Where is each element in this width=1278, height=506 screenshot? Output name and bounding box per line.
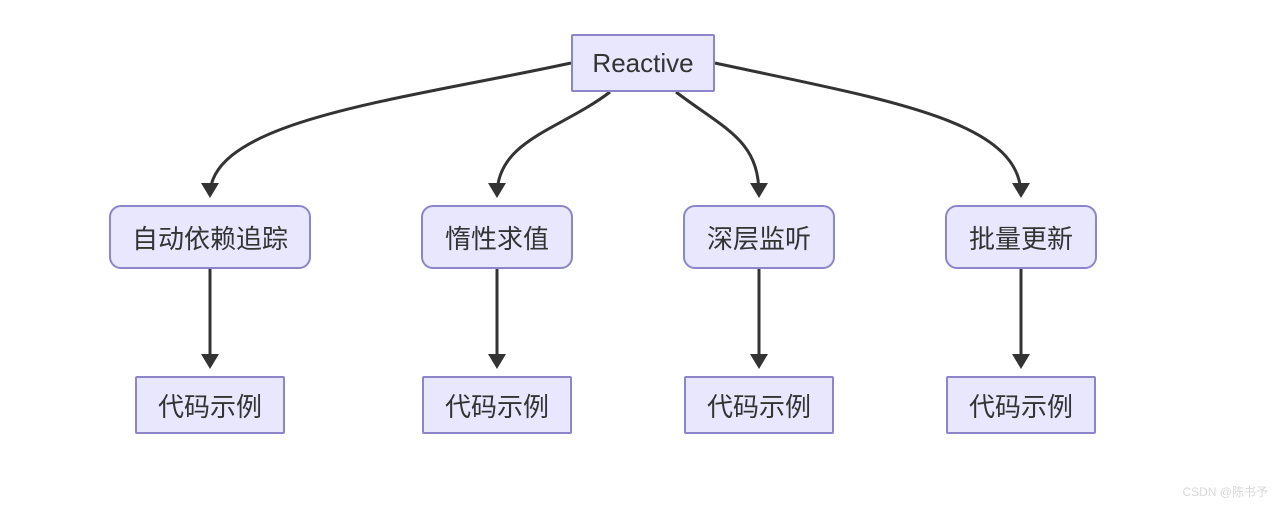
node-l1: 代码示例 [135,376,285,434]
node-l2: 代码示例 [422,376,572,434]
node-n3: 深层监听 [683,205,835,269]
node-root: Reactive [571,34,715,92]
edge-root-n1 [210,63,571,195]
node-n1: 自动依赖追踪 [109,205,311,269]
edge-root-n4 [715,63,1021,195]
node-label: 批量更新 [969,219,1073,256]
node-label: 惰性求值 [445,219,549,256]
watermark-text: CSDN @陈书予 [1182,483,1268,500]
node-label: 代码示例 [445,387,549,424]
node-n4: 批量更新 [945,205,1097,269]
node-label: 代码示例 [158,387,262,424]
edge-root-n2 [497,92,610,195]
node-label: 深层监听 [707,219,811,256]
node-label: 自动依赖追踪 [132,219,288,256]
node-l4: 代码示例 [946,376,1096,434]
node-label: 代码示例 [969,387,1073,424]
edge-root-n3 [676,92,759,195]
edge-group [210,63,1021,366]
node-label: 代码示例 [707,387,811,424]
node-l3: 代码示例 [684,376,834,434]
node-n2: 惰性求值 [421,205,573,269]
node-label: Reactive [592,48,693,79]
